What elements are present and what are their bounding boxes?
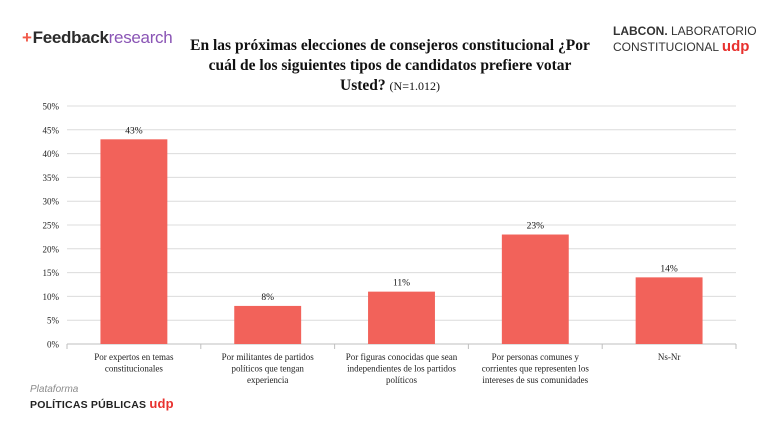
x-category-label: Por expertos en temas xyxy=(94,352,174,362)
bar xyxy=(501,234,569,344)
y-tick-label: 5% xyxy=(47,316,60,326)
y-tick-label: 35% xyxy=(43,173,60,183)
plataforma-logo: Plataforma POLÍTICAS PÚBLICAS udp xyxy=(30,384,174,413)
x-category-label: Por militantes de partidos xyxy=(222,352,315,362)
labcon-line2: CONSTITUCIONAL xyxy=(613,40,722,54)
y-tick-label: 45% xyxy=(43,125,60,135)
x-category-label: políticos que tengan xyxy=(231,364,304,374)
x-category-label: intereses de sus comunidades xyxy=(482,375,588,385)
y-tick-label: 25% xyxy=(43,221,60,231)
chart-title: En las próximas elecciones de consejeros… xyxy=(190,36,590,96)
x-category-label: políticos xyxy=(386,375,417,385)
labcon-rest: LABORATORIO xyxy=(667,24,757,38)
x-category-label: Por figuras conocidas que sean xyxy=(346,352,458,362)
y-tick-label: 10% xyxy=(43,292,60,302)
x-category-label: experiencia xyxy=(247,375,288,385)
bar xyxy=(368,291,435,344)
y-tick-label: 0% xyxy=(47,340,60,350)
politicas-publicas-label: POLÍTICAS PÚBLICAS udp xyxy=(30,396,174,411)
data-label: 14% xyxy=(660,264,678,274)
x-category-label: Ns-Nr xyxy=(658,352,681,362)
labcon-udp: udp xyxy=(721,38,750,55)
y-tick-label: 15% xyxy=(43,268,60,278)
x-category-label: independientes de los partidos xyxy=(347,364,456,374)
feedback-research-logo: +Feedbackresearch xyxy=(22,28,173,48)
labcon-bold: LABCON. xyxy=(613,24,668,38)
x-category-label: Por personas comunes y xyxy=(492,352,580,362)
plus-icon: + xyxy=(22,28,32,47)
plataforma-label: Plataforma xyxy=(30,384,79,395)
y-tick-label: 50% xyxy=(43,102,60,112)
x-category-label: corrientes que representen los xyxy=(482,364,590,374)
politicas-udp: udp xyxy=(149,396,174,411)
labcon-logo: LABCON. LABORATORIO CONSTITUCIONAL udp xyxy=(613,24,757,55)
logo-feedback-text: Feedback xyxy=(32,28,109,47)
data-label: 11% xyxy=(393,279,410,289)
chart-title-note: (N=1.012) xyxy=(389,79,440,93)
logo-research-text: research xyxy=(108,28,173,47)
y-tick-label: 40% xyxy=(43,149,60,159)
data-label: 23% xyxy=(527,222,545,232)
data-label: 43% xyxy=(125,126,143,136)
chart-title-text: En las próximas elecciones de consejeros… xyxy=(190,37,590,94)
y-tick-label: 30% xyxy=(43,197,60,207)
bar xyxy=(234,305,302,344)
data-label: 8% xyxy=(261,293,274,303)
bar xyxy=(100,139,168,344)
y-tick-label: 20% xyxy=(43,244,60,254)
x-category-label: constitucionales xyxy=(105,364,163,374)
bar xyxy=(635,277,703,344)
